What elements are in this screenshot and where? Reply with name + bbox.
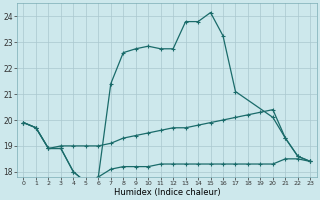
X-axis label: Humidex (Indice chaleur): Humidex (Indice chaleur) bbox=[114, 188, 220, 197]
